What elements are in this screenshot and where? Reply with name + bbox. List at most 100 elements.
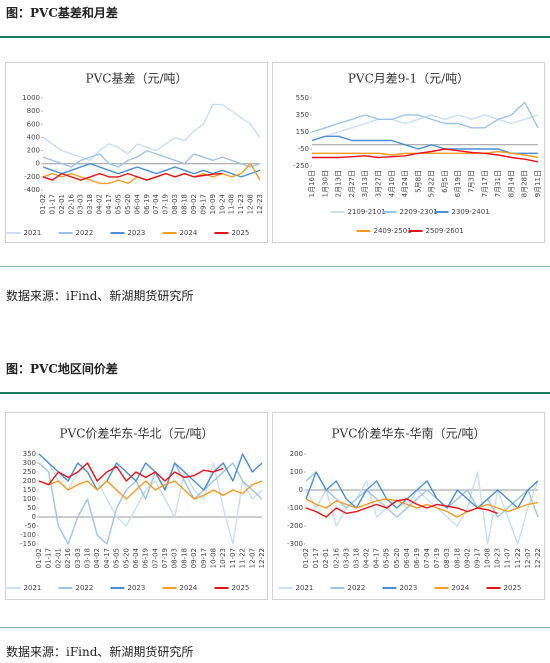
x-tick-label: 01-02 xyxy=(39,194,47,214)
line-series xyxy=(42,149,261,168)
x-tick-label: 03-03 xyxy=(77,194,85,214)
y-tick-label: 1000 xyxy=(22,94,40,102)
y-tick-label: 200 xyxy=(23,477,36,485)
y-tick-label: -100 xyxy=(287,504,303,512)
x-tick-label: 5月8日 xyxy=(414,170,422,193)
x-tick-label: 08-18 xyxy=(453,548,461,568)
y-tick-label: -100 xyxy=(20,531,36,539)
x-tick-label: 5月22日 xyxy=(428,170,436,197)
x-tick-label: 3月13日 xyxy=(361,170,369,197)
x-tick-label: 8月28日 xyxy=(521,170,529,197)
x-tick-label: 06-04 xyxy=(403,547,411,568)
x-tick-label: 04-02 xyxy=(93,548,101,568)
x-tick-label: 7月31日 xyxy=(494,170,502,197)
x-tick-label: 01-17 xyxy=(48,194,56,214)
legend-label: 2025 xyxy=(232,229,250,237)
x-tick-label: 10-08 xyxy=(484,548,492,568)
y-tick-label: 350 xyxy=(23,450,36,458)
x-tick-label: 11-22 xyxy=(239,548,247,568)
legend-label: 2023 xyxy=(400,584,418,592)
legend-label: 2022 xyxy=(76,584,94,592)
x-tick-label: 2月27日 xyxy=(348,170,356,197)
x-tick-label: 4月10日 xyxy=(388,170,396,197)
x-tick-label: 02-16 xyxy=(64,547,72,568)
legend-label: 2021 xyxy=(296,584,314,592)
y-tick-label: 100 xyxy=(23,495,36,503)
x-tick-label: 03-03 xyxy=(342,548,350,568)
legend-label: 2023 xyxy=(128,229,146,237)
chart: PVC月差9-1（元/吨） -250 -50 150 350 550 1月16日 1月30日 2… xyxy=(272,62,545,243)
y-tick-label: -50 xyxy=(298,145,309,153)
line-series xyxy=(305,471,539,518)
x-tick-label: 09-17 xyxy=(200,548,208,568)
line-series xyxy=(305,498,498,518)
y-tick-label: -200 xyxy=(287,522,303,530)
x-tick-label: 10-08 xyxy=(210,548,218,568)
line-series xyxy=(305,471,539,509)
x-tick-label: 09-17 xyxy=(199,194,207,214)
source: 数据来源：iFind、新湖期货研究所 xyxy=(6,645,194,659)
legend-label: 2024 xyxy=(180,229,198,237)
x-tick-label: 06-19 xyxy=(142,548,150,568)
x-tick-label: 02-01 xyxy=(58,194,66,214)
x-tick-label: 11-07 xyxy=(504,548,512,568)
x-tick-label: 02-16 xyxy=(332,547,340,568)
x-tick-label: 01-17 xyxy=(312,548,320,568)
x-tick-label: 9月11日 xyxy=(534,170,542,197)
y-tick-label: 800 xyxy=(27,107,40,115)
x-tick-label: 10-23 xyxy=(219,548,227,568)
x-tick-label: 01-02 xyxy=(35,548,43,568)
x-tick-label: 8月14日 xyxy=(507,170,515,197)
x-tick-label: 06-04 xyxy=(133,193,141,214)
y-tick-label: 600 xyxy=(27,120,40,128)
x-tick-label: 07-04 xyxy=(152,193,160,214)
x-tick-label: 08-03 xyxy=(171,194,179,214)
x-tick-label: 05-05 xyxy=(113,548,121,568)
x-tick-label: 7月3日 xyxy=(468,170,476,193)
legend-label: 2409-2501 xyxy=(374,227,412,235)
x-tick-label: 11-22 xyxy=(514,548,522,568)
y-tick-label: -50 xyxy=(25,522,36,530)
y-tick-label: 200 xyxy=(290,450,303,458)
x-tick-label: 1月30日 xyxy=(321,170,329,197)
x-tick-label: 08-18 xyxy=(181,194,189,214)
y-tick-label: 0 xyxy=(36,160,40,168)
x-tick-label: 04-17 xyxy=(373,548,381,568)
y-tick-label: -200 xyxy=(24,173,40,181)
x-tick-label: 09-02 xyxy=(190,548,198,568)
x-tick-label: 4月24日 xyxy=(401,170,409,197)
x-tick-label: 6月19日 xyxy=(454,170,462,197)
x-tick-label: 07-04 xyxy=(151,547,159,568)
x-tick-label: 05-05 xyxy=(114,194,122,214)
line-series xyxy=(42,163,261,178)
x-tick-label: 12-07 xyxy=(524,548,532,568)
chart-title: PVC基差（元/吨） xyxy=(86,72,188,86)
x-tick-label: 6月5日 xyxy=(441,170,449,193)
line-series xyxy=(311,101,539,133)
x-tick-label: 04-02 xyxy=(363,548,371,568)
legend-label: 2509-2601 xyxy=(426,227,464,235)
legend-label: 2025 xyxy=(504,584,522,592)
chart-title: PVC月差9-1（元/吨） xyxy=(348,72,469,86)
x-tick-label: 09-17 xyxy=(473,548,481,568)
legend-label: 2309-2401 xyxy=(452,208,490,216)
y-tick-label: 0 xyxy=(32,513,36,521)
legend-label: 2021 xyxy=(24,229,42,237)
line-series xyxy=(42,103,261,162)
x-tick-label: 12-08 xyxy=(247,194,255,214)
line-series xyxy=(42,172,223,181)
rule xyxy=(0,627,550,628)
x-tick-label: 07-19 xyxy=(433,548,441,568)
y-tick-label: -300 xyxy=(287,540,303,548)
y-tick-label: 350 xyxy=(296,111,309,119)
x-tick-label: 05-20 xyxy=(122,548,130,568)
line-series xyxy=(38,453,263,491)
x-tick-label: 03-18 xyxy=(83,548,91,568)
x-tick-label: 04-02 xyxy=(96,194,104,214)
x-tick-label: 06-19 xyxy=(413,548,421,568)
line-series xyxy=(312,150,539,159)
x-tick-label: 05-05 xyxy=(383,548,391,568)
chart: PVC基差（元/吨） -400 -200 0 200 400 600 800 1000 01-02… xyxy=(5,62,268,243)
